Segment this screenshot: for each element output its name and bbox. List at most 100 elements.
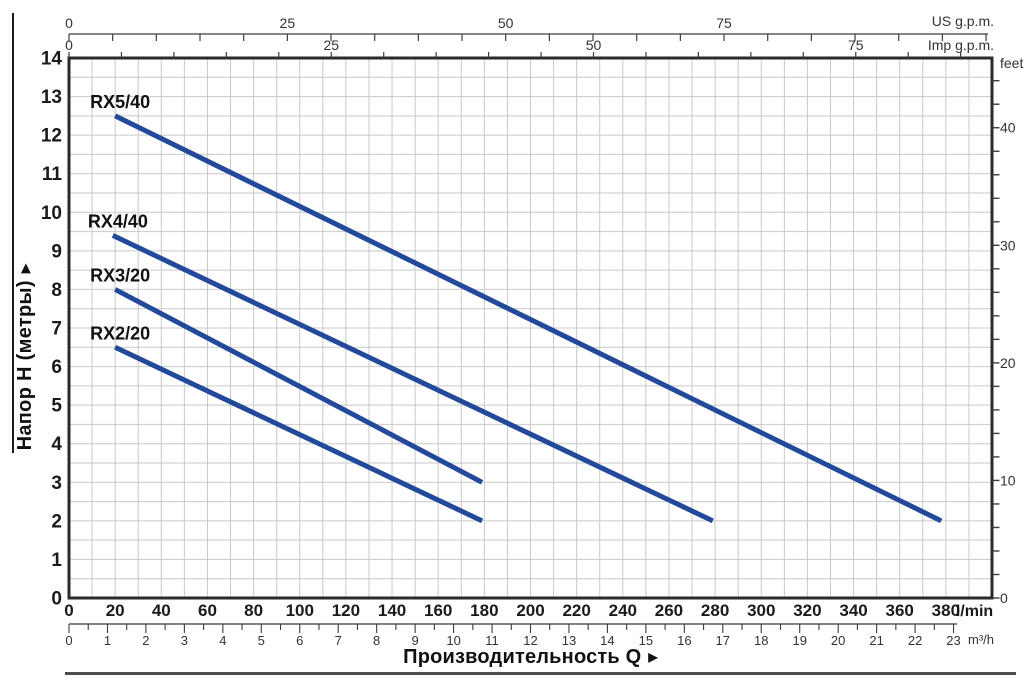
svg-text:25: 25 <box>280 15 296 31</box>
svg-text:180: 180 <box>470 601 498 620</box>
svg-text:320: 320 <box>793 601 821 620</box>
svg-text:17: 17 <box>716 633 730 648</box>
svg-text:14: 14 <box>41 49 63 70</box>
svg-text:260: 260 <box>655 601 683 620</box>
svg-text:12: 12 <box>41 126 62 147</box>
svg-text:3: 3 <box>51 473 62 494</box>
curve-label-RX4/40: RX4/40 <box>88 211 148 231</box>
x-axis-title: Производительность Q ▶ <box>69 646 992 669</box>
curve-RX5/40 <box>114 113 943 524</box>
curve-RX3/20 <box>113 287 484 485</box>
svg-text:feet: feet <box>1000 55 1023 71</box>
svg-text:14: 14 <box>600 633 614 648</box>
svg-text:220: 220 <box>562 601 590 620</box>
axis-m3h: 0 1 2 3 4 5 6 7 8 9 10 11 12 13 14 15 16 17 18 19 20 21 22 23 m³… <box>65 623 994 648</box>
svg-text:40: 40 <box>152 601 171 620</box>
svg-text:140: 140 <box>378 601 406 620</box>
svg-text:21: 21 <box>869 633 883 648</box>
svg-text:3: 3 <box>181 633 188 648</box>
svg-text:23: 23 <box>946 633 960 648</box>
svg-text:l/min: l/min <box>956 603 993 620</box>
svg-text:50: 50 <box>586 37 602 53</box>
svg-text:10: 10 <box>446 633 460 648</box>
svg-text:75: 75 <box>716 15 732 31</box>
svg-text:0: 0 <box>1000 590 1008 606</box>
svg-text:0: 0 <box>65 15 73 31</box>
svg-text:8: 8 <box>51 280 62 301</box>
svg-text:340: 340 <box>839 601 867 620</box>
svg-text:30: 30 <box>1000 237 1016 253</box>
svg-text:7: 7 <box>51 319 62 340</box>
svg-text:20: 20 <box>106 601 125 620</box>
svg-text:1: 1 <box>104 633 111 648</box>
axis-lmin: 0 20 40 60 80 100 120 140 160 180 200 220 240 260 280 3… <box>64 601 993 620</box>
svg-text:9: 9 <box>51 241 62 262</box>
svg-text:75: 75 <box>848 37 864 53</box>
svg-text:9: 9 <box>412 633 419 648</box>
page-left-rule <box>12 13 14 453</box>
svg-text:380: 380 <box>932 601 960 620</box>
svg-text:20: 20 <box>1000 355 1016 371</box>
svg-text:280: 280 <box>701 601 729 620</box>
svg-text:360: 360 <box>886 601 914 620</box>
svg-text:40: 40 <box>1000 120 1016 136</box>
svg-text:7: 7 <box>335 633 342 648</box>
svg-text:13: 13 <box>41 87 62 108</box>
axis-imp-gpm: 0 25 50 75 Imp g.p.m. <box>65 37 994 58</box>
svg-text:13: 13 <box>562 633 576 648</box>
svg-text:22: 22 <box>908 633 922 648</box>
x-axis-arrow-icon: ▶ <box>648 650 658 664</box>
curve-RX4/40 <box>111 233 714 524</box>
svg-text:80: 80 <box>244 601 263 620</box>
y-axis-title-text: Напор H (метры) <box>14 280 36 451</box>
svg-text:0: 0 <box>65 37 73 53</box>
svg-text:8: 8 <box>373 633 380 648</box>
svg-text:11: 11 <box>485 633 499 648</box>
svg-text:1: 1 <box>51 550 62 571</box>
svg-text:Imp g.p.m.: Imp g.p.m. <box>928 37 994 53</box>
svg-text:11: 11 <box>42 164 63 185</box>
svg-text:12: 12 <box>523 633 537 648</box>
svg-text:15: 15 <box>639 633 653 648</box>
svg-text:2: 2 <box>142 633 149 648</box>
y-axis-title: Напор H (метры) ▶ <box>14 247 38 467</box>
svg-text:2: 2 <box>51 511 62 532</box>
svg-text:6: 6 <box>51 357 62 378</box>
svg-text:120: 120 <box>332 601 360 620</box>
svg-text:20: 20 <box>831 633 845 648</box>
series-labels: RX5/40 RX4/40 RX3/20 RX2/20 <box>88 92 150 343</box>
svg-text:0: 0 <box>64 601 73 620</box>
axis-feet: 0 10 20 30 40 feet <box>992 55 1023 606</box>
page-bottom-rule <box>65 672 1016 675</box>
svg-text:6: 6 <box>296 633 303 648</box>
curve-label-RX2/20: RX2/20 <box>90 323 150 343</box>
svg-text:10: 10 <box>41 203 62 224</box>
svg-text:5: 5 <box>51 396 62 417</box>
svg-text:0: 0 <box>65 633 72 648</box>
svg-text:200: 200 <box>516 601 544 620</box>
svg-text:19: 19 <box>792 633 806 648</box>
svg-text:0: 0 <box>51 589 62 610</box>
y-axis-arrow-icon: ▶ <box>18 263 32 274</box>
svg-text:50: 50 <box>498 15 514 31</box>
curve-label-RX5/40: RX5/40 <box>90 92 150 112</box>
svg-text:5: 5 <box>258 633 265 648</box>
x-axis-title-text: Производительность Q <box>403 646 642 668</box>
curve-RX2/20 <box>114 345 484 524</box>
svg-text:25: 25 <box>323 37 339 53</box>
svg-text:4: 4 <box>219 633 226 648</box>
svg-text:60: 60 <box>198 601 217 620</box>
plot-border <box>67 56 994 600</box>
svg-text:4: 4 <box>51 434 62 455</box>
svg-text:100: 100 <box>286 601 314 620</box>
svg-text:300: 300 <box>747 601 775 620</box>
series-curves <box>111 113 943 524</box>
svg-text:US g.p.m.: US g.p.m. <box>932 13 994 29</box>
svg-text:18: 18 <box>754 633 768 648</box>
svg-text:16: 16 <box>677 633 691 648</box>
axis-us-gpm: 0 25 50 75 US g.p.m. <box>65 13 994 41</box>
grid <box>68 57 993 599</box>
